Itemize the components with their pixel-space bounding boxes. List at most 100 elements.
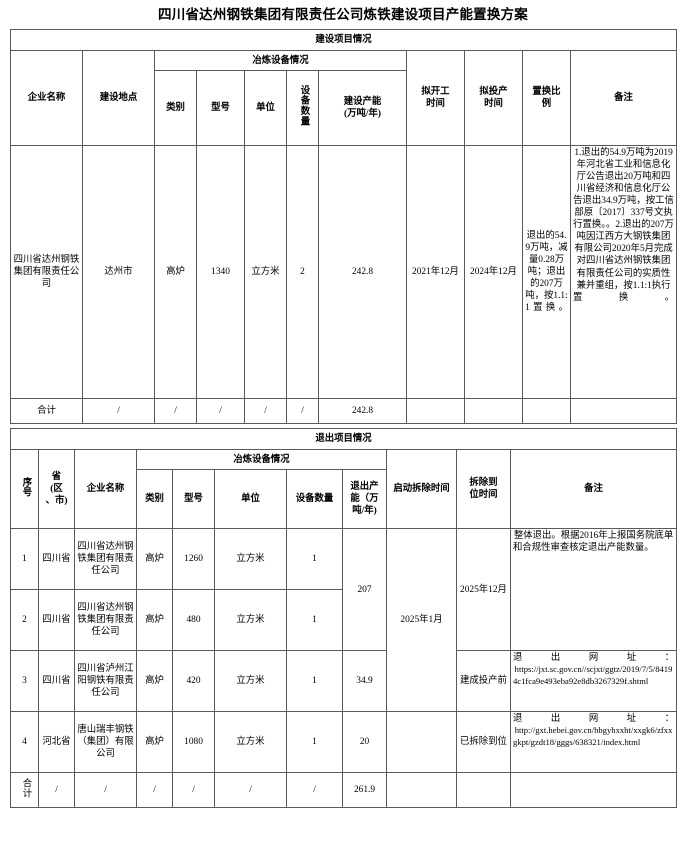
cell-exit-category: 高炉 [136, 711, 173, 774]
cell-exit-total-demolition-done [456, 772, 511, 809]
header-model: 型号 [196, 70, 245, 147]
cell-total-model: / [196, 398, 245, 425]
header-build-capacity: 建设产能 (万吨/年) [318, 70, 407, 147]
cell-exit-device-count: 1 [286, 528, 343, 591]
cell-total-replacement-ratio [522, 398, 571, 425]
header-enterprise-name: 企业名称 [10, 50, 83, 147]
cell-exit-enterprise-name: 唐山瑞丰钢铁（集团）有限公司 [74, 711, 137, 774]
cell-total-planned-production [464, 398, 523, 425]
exit-total-row: 合计 / / / / / / 261.9 [10, 772, 678, 809]
cell-exit-enterprise-name: 四川省达州钢铁集团有限责任公司 [74, 589, 137, 652]
header-exit-capacity-line2: 能（万 [350, 494, 379, 505]
table-row: 4 河北省 唐山瑞丰钢铁（集团）有限公司 高炉 1080 立方米 1 20 已拆… [10, 711, 678, 774]
cell-exit-capacity: 20 [342, 711, 387, 774]
cell-total-build-remarks [569, 398, 678, 425]
cell-exit-total-label-text: 合计 [20, 777, 31, 799]
cell-build-location: 达州市 [82, 145, 155, 400]
header-replacement-ratio-line2: 例 [541, 99, 552, 110]
cell-exit-total-capacity: 261.9 [342, 772, 387, 809]
exit-remarks-url[interactable]: http://gxt.hebei.gov.cn/hbgyhxxht/xxgk6/… [513, 725, 673, 748]
header-build-location: 建设地点 [82, 50, 155, 147]
cell-exit-remarks: 退出网址： http://gxt.hebei.gov.cn/hbgyhxxht/… [509, 711, 678, 774]
cell-demolition-done-time: 2025年12月 [456, 528, 511, 652]
build-total-row: 合计 / / / / / 242.8 [10, 398, 678, 425]
header-exit-category: 类别 [136, 469, 173, 530]
build-project-table: 建设项目情况 企业名称 建设地点 冶炼设备情况 拟开工 时间 拟投产 时间 置换… [9, 29, 678, 425]
header-device-count: 设备数量 [286, 70, 319, 147]
table-row: 2 四川省 四川省达州钢铁集团有限责任公司 高炉 480 立方米 1 [10, 589, 677, 652]
cell-category: 高炉 [154, 145, 197, 400]
header-province-line2: (区 [50, 484, 63, 495]
header-planned-start-line2: 时间 [426, 99, 445, 110]
header-build-capacity-line2: (万吨/年) [344, 109, 381, 120]
header-device-count-text: 设备数量 [298, 85, 309, 127]
cell-exit-device-count: 1 [286, 711, 343, 774]
cell-exit-model: 1260 [172, 528, 215, 591]
cell-exit-capacity: 207 [342, 528, 387, 652]
header-replacement-ratio-line1: 置换比 [532, 87, 561, 98]
cell-demolition-done-time: 已拆除到位 [456, 711, 511, 774]
cell-exit-device-count: 1 [286, 650, 343, 713]
exit-band-title: 退出项目情况 [9, 428, 678, 451]
header-planned-start-line1: 拟开工 [421, 87, 450, 98]
header-build-remarks: 备注 [569, 50, 678, 147]
cell-exit-total-start-demolition [386, 772, 457, 809]
cell-total-build-capacity: 242.8 [318, 398, 407, 425]
header-exit-smelting-group: 冶炼设备情况 [136, 449, 387, 471]
cell-exit-total-model: / [172, 772, 215, 809]
cell-demolition-done-time: 建成投产前 [456, 650, 511, 713]
cell-exit-unit: 立方米 [214, 589, 287, 652]
cell-exit-category: 高炉 [136, 589, 173, 652]
cell-exit-total-remarks [509, 772, 678, 809]
table-row: 四川省达州钢铁集团有限责任公司 达州市 高炉 1340 立方米 2 242.8 … [10, 145, 678, 400]
header-category: 类别 [154, 70, 197, 147]
header-exit-model: 型号 [172, 469, 215, 530]
header-seq: 序号 [10, 449, 39, 530]
cell-exit-category: 高炉 [136, 650, 173, 713]
cell-exit-seq: 2 [10, 589, 39, 652]
header-seq-text: 序号 [20, 476, 31, 498]
cell-exit-unit: 立方米 [214, 528, 287, 591]
header-province: 省 (区 、市) [38, 449, 75, 530]
cell-planned-production: 2024年12月 [464, 145, 523, 400]
header-exit-enterprise-name: 企业名称 [74, 449, 137, 530]
cell-total-build-location: / [82, 398, 155, 425]
cell-exit-model: 1080 [172, 711, 215, 774]
header-demolition-done-line1: 拆除到 [469, 478, 498, 489]
cell-exit-seq: 1 [10, 528, 39, 591]
cell-start-demolition-time: 2025年1月 [386, 528, 457, 713]
cell-exit-remarks: 整体退出。根据2016年上报国务院底单和合规性审查核定退出产能数量。 [509, 528, 678, 652]
exit-header-row-2: 类别 型号 单位 设备数量 退出产 能（万 吨/年) [11, 469, 677, 530]
cell-exit-province: 四川省 [38, 650, 75, 713]
cell-exit-total-enterprise-name: / [74, 772, 137, 809]
header-build-capacity-line1: 建设产能 [343, 97, 382, 108]
build-header-row-1: 企业名称 建设地点 冶炼设备情况 拟开工 时间 拟投产 时间 置换比 例 备注 [10, 50, 678, 147]
header-demolition-done-line2: 位时间 [469, 490, 498, 501]
cell-exit-total-device-count: / [286, 772, 343, 809]
exit-header-row-1: 序号 省 (区 、市) 企业名称 冶炼设备情况 启动拆除时间 拆除到 位时间 备… [10, 449, 678, 530]
cell-exit-total-unit: / [214, 772, 287, 809]
cell-exit-seq: 4 [10, 711, 39, 774]
cell-exit-enterprise-name: 四川省达州钢铁集团有限责任公司 [74, 528, 137, 591]
header-province-line1: 省 [51, 472, 62, 483]
cell-unit: 立方米 [244, 145, 287, 400]
cell-exit-remarks: 退出网址： https://jxt.sc.gov.cn//scjxt/ggtz/… [509, 650, 678, 713]
cell-total-category: / [154, 398, 197, 425]
cell-total-planned-start [406, 398, 465, 425]
build-band-title: 建设项目情况 [9, 29, 678, 52]
cell-replacement-ratio: 退出的54.9万吨，减量0.28万吨；退出的207万吨，按1.1:1置换。 [522, 145, 571, 400]
header-exit-unit: 单位 [214, 469, 287, 530]
build-band-row: 建设项目情况 [9, 29, 678, 52]
cell-total-unit: / [244, 398, 287, 425]
header-planned-start: 拟开工 时间 [406, 50, 465, 147]
cell-enterprise-name: 四川省达州钢铁集团有限责任公司 [10, 145, 83, 400]
exit-remarks-label: 退出网址： [513, 714, 675, 725]
cell-planned-start: 2021年12月 [406, 145, 465, 400]
table-row: 1 四川省 四川省达州钢铁集团有限责任公司 高炉 1260 立方米 1 207 … [10, 528, 678, 713]
exit-remarks-url[interactable]: https://jxt.sc.gov.cn//scjxt/ggtz/2019/7… [513, 664, 673, 687]
header-smelting-group: 冶炼设备情况 [154, 50, 407, 72]
header-exit-capacity-line1: 退出产 [350, 482, 379, 493]
header-start-demolition-time: 启动拆除时间 [386, 449, 457, 530]
cell-start-demolition-time [386, 711, 457, 774]
cell-exit-category: 高炉 [136, 528, 173, 591]
